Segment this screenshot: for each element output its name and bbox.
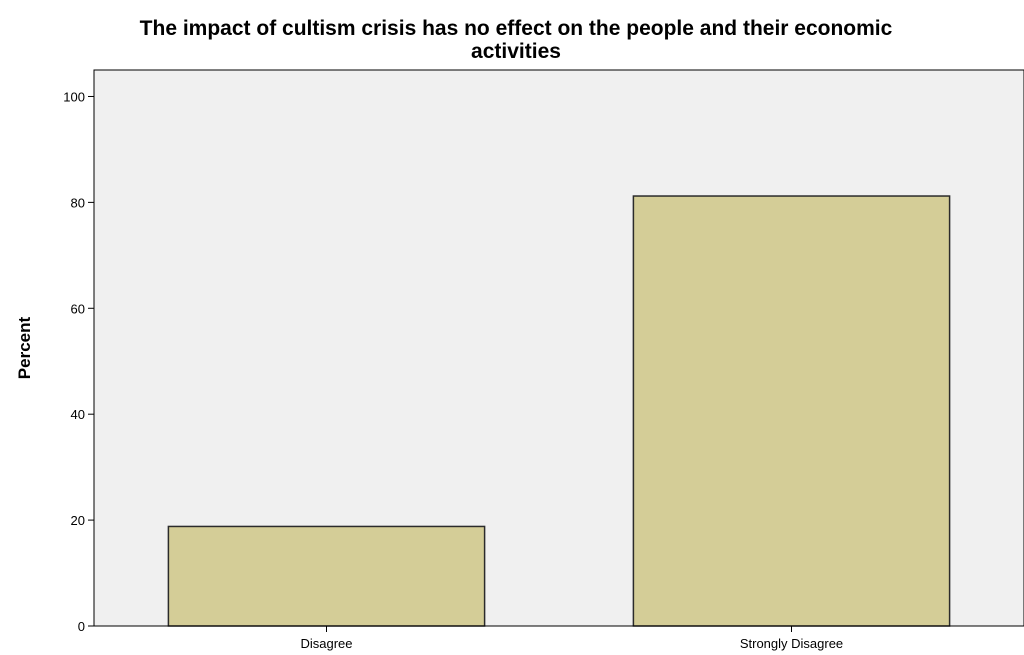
y-tick-label: 0 [78,619,85,634]
chart-title-line-1: The impact of cultism crisis has no effe… [140,17,893,40]
x-tick-label: Strongly Disagree [740,636,843,651]
bars-group [167,195,951,627]
bar-disagree [167,525,486,627]
bar-strongly-disagree [632,195,951,627]
y-tick-label: 20 [71,513,85,528]
y-tick-label: 40 [71,407,85,422]
y-tick-label: 60 [71,301,85,316]
x-tick-label: Disagree [300,636,352,651]
y-axis-ticks: 0 20 40 60 80 100 [63,89,94,634]
y-axis-label: Percent [15,316,34,379]
y-tick-label: 80 [71,195,85,210]
y-tick-label: 100 [63,89,85,104]
x-axis-ticks: Disagree Strongly Disagree [300,626,843,651]
chart-title-line-2: activities [471,40,561,63]
